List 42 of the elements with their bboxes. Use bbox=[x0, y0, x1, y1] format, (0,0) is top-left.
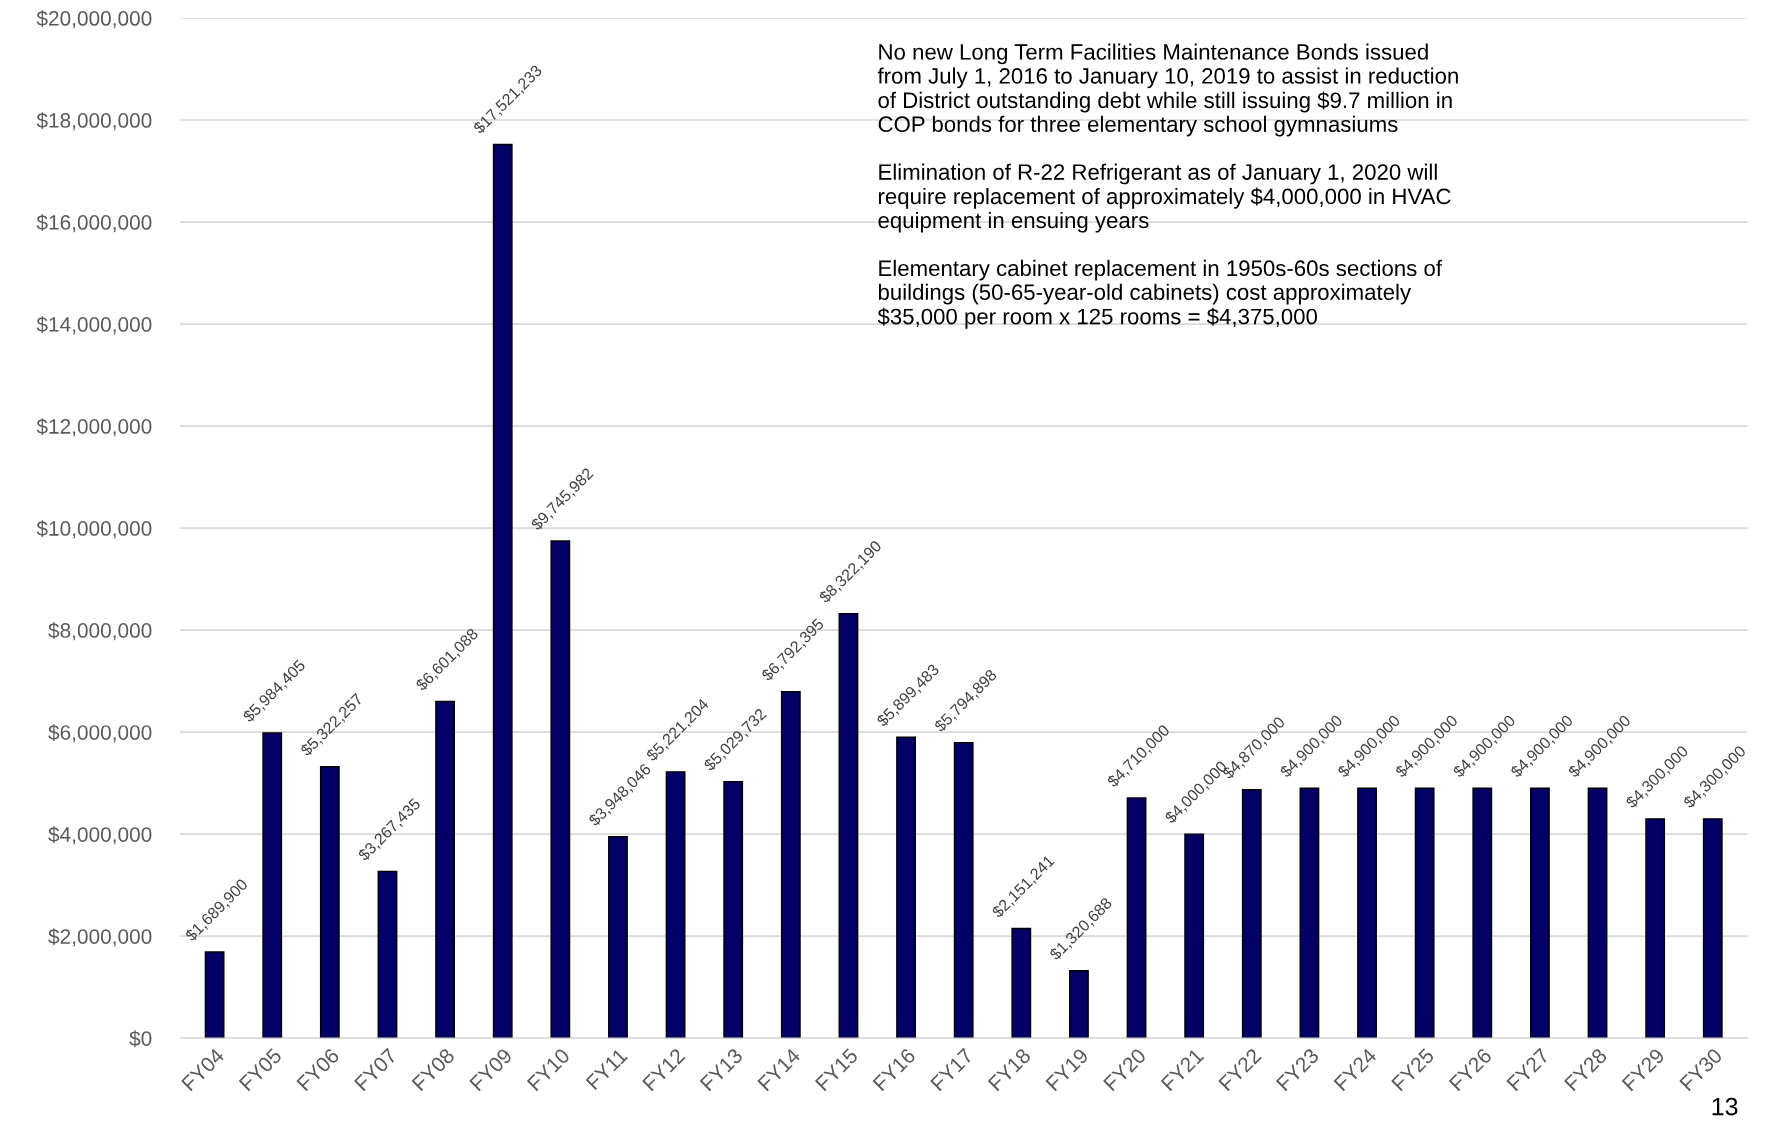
bar bbox=[204, 951, 225, 1039]
text: 13 bbox=[1712, 1097, 1738, 1116]
bar bbox=[953, 741, 974, 1039]
y-tick-label: $2,000,000 bbox=[48, 928, 152, 947]
y-tick-label: $12,000,000 bbox=[36, 418, 152, 437]
bar bbox=[550, 540, 571, 1039]
bar bbox=[1529, 787, 1550, 1039]
annotation: Elementary cabinet replacement in 1950s-60s sections of buildings (50-65-year-old cabinets) cost approximately $35,000 per room x 125 rooms = $4,375,000 bbox=[877, 259, 1443, 329]
bar bbox=[262, 732, 283, 1039]
y-tick-label: $10,000,000 bbox=[36, 520, 152, 539]
y-tick-label: $18,000,000 bbox=[36, 112, 152, 131]
bar bbox=[1357, 787, 1377, 1039]
y-tick-label: $16,000,000 bbox=[36, 214, 152, 233]
bar bbox=[1069, 970, 1089, 1039]
y-tick-label: $8,000,000 bbox=[48, 622, 152, 641]
bar bbox=[838, 612, 859, 1039]
bar bbox=[1414, 787, 1435, 1039]
annotation: Elimination of R-22 Refrigerant as of January 1, 2020 will require replacement of approximately $4,000,000 in HVAC equipment in ensuing years bbox=[878, 163, 1451, 233]
bar bbox=[1702, 818, 1723, 1039]
y-tick-label: $20,000,000 bbox=[36, 10, 152, 29]
bar bbox=[896, 736, 916, 1039]
y-tick-label: $14,000,000 bbox=[36, 316, 152, 335]
bar bbox=[1587, 787, 1608, 1039]
bar bbox=[1241, 789, 1262, 1039]
bar bbox=[1011, 927, 1032, 1039]
bar bbox=[665, 771, 686, 1039]
bar bbox=[319, 766, 340, 1039]
y-tick-label: $6,000,000 bbox=[48, 724, 152, 743]
bar bbox=[1184, 833, 1205, 1039]
bar bbox=[608, 836, 628, 1039]
bar bbox=[723, 780, 744, 1039]
bar bbox=[377, 870, 398, 1039]
y-tick-label: $0 bbox=[129, 1030, 152, 1048]
annotation: No new Long Term Facilities Maintenance Bonds issued from July 1, 2016 to January 10, 2019 to assist in reduction of District outstanding debt while still issuing $9.7 million in COP bonds for three elementary school gymnasiums bbox=[877, 43, 1458, 137]
bar bbox=[435, 700, 456, 1039]
bar bbox=[1299, 787, 1320, 1039]
bar bbox=[1472, 787, 1493, 1039]
bar bbox=[780, 691, 801, 1039]
bar bbox=[1126, 797, 1147, 1039]
bar bbox=[492, 143, 513, 1039]
bar bbox=[1645, 818, 1666, 1039]
y-tick-label: $4,000,000 bbox=[48, 826, 152, 845]
